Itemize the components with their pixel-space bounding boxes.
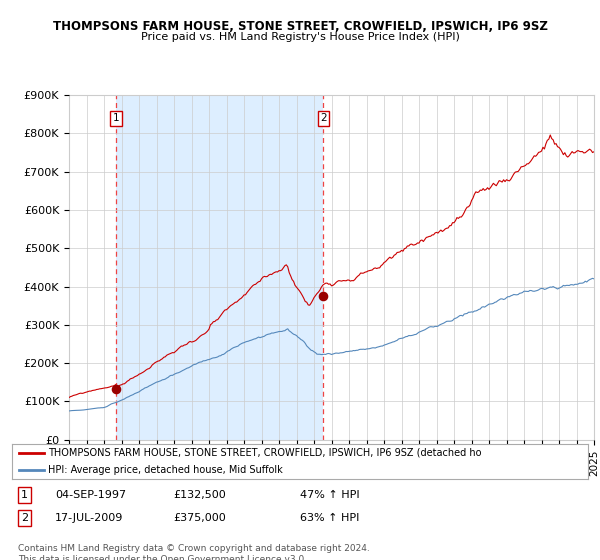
Point bbox=[319, 292, 328, 301]
Text: 2: 2 bbox=[320, 113, 327, 123]
Text: 47% ↑ HPI: 47% ↑ HPI bbox=[300, 490, 359, 500]
Text: THOMPSONS FARM HOUSE, STONE STREET, CROWFIELD, IPSWICH, IP6 9SZ (detached ho: THOMPSONS FARM HOUSE, STONE STREET, CROW… bbox=[48, 448, 481, 458]
Point bbox=[111, 384, 121, 393]
Text: 2: 2 bbox=[21, 513, 28, 523]
Text: 1: 1 bbox=[112, 113, 119, 123]
Text: Contains HM Land Registry data © Crown copyright and database right 2024.
This d: Contains HM Land Registry data © Crown c… bbox=[18, 544, 370, 560]
Text: 63% ↑ HPI: 63% ↑ HPI bbox=[300, 513, 359, 523]
Text: 17-JUL-2009: 17-JUL-2009 bbox=[55, 513, 124, 523]
Text: £375,000: £375,000 bbox=[173, 513, 226, 523]
Text: HPI: Average price, detached house, Mid Suffolk: HPI: Average price, detached house, Mid … bbox=[48, 465, 283, 475]
Text: Price paid vs. HM Land Registry's House Price Index (HPI): Price paid vs. HM Land Registry's House … bbox=[140, 32, 460, 42]
Text: £132,500: £132,500 bbox=[173, 490, 226, 500]
Text: 1: 1 bbox=[21, 490, 28, 500]
Text: THOMPSONS FARM HOUSE, STONE STREET, CROWFIELD, IPSWICH, IP6 9SZ: THOMPSONS FARM HOUSE, STONE STREET, CROW… bbox=[53, 20, 547, 32]
Bar bbox=[116, 95, 323, 440]
Text: 04-SEP-1997: 04-SEP-1997 bbox=[55, 490, 127, 500]
